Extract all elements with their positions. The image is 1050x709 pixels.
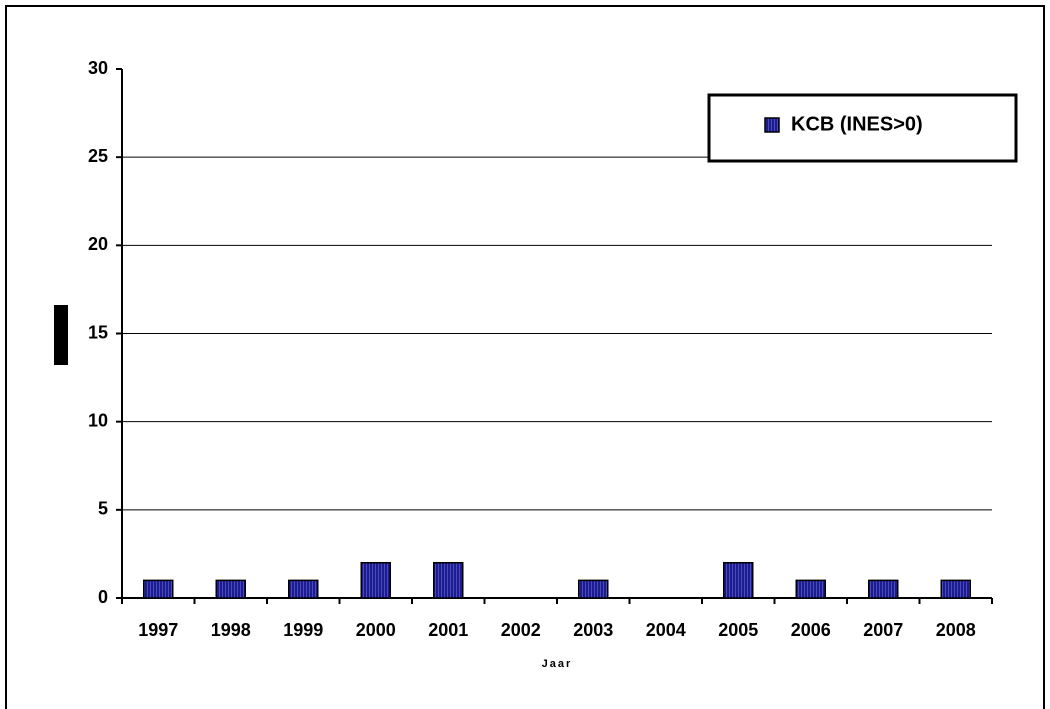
y-tick-label: 20 [88,234,108,254]
x-tick-label: 1998 [211,620,251,640]
x-tick-label: 2006 [791,620,831,640]
legend-swatch [764,117,780,133]
bar [288,579,319,599]
y-tick-label: 30 [88,58,108,78]
x-tick-label: 2005 [718,620,758,640]
x-tick-label: 2000 [356,620,396,640]
x-tick-label: 2001 [428,620,468,640]
bar [940,579,971,599]
legend-box [707,93,1018,163]
bar [578,579,609,599]
x-tick-label: 2007 [863,620,903,640]
bar [795,579,826,599]
x-tick-label: 1997 [138,620,178,640]
x-tick-label: 1999 [283,620,323,640]
y-tick-label: 5 [98,499,108,519]
bar [433,561,464,599]
bar [143,579,174,599]
y-tick-label: 0 [98,587,108,607]
bar [868,579,899,599]
x-axis-label: Jaar [542,658,573,670]
y-tick-label: 10 [88,410,108,430]
y-tick-label: 15 [88,322,108,342]
bar [215,579,246,599]
x-tick-label: 2004 [646,620,686,640]
x-tick-label: 2002 [501,620,541,640]
bar [723,561,754,599]
bar [360,561,391,599]
y-tick-label: 25 [88,146,108,166]
redacted-axis-label [54,305,68,365]
legend-label: KCB (INES>0) [791,113,923,135]
x-tick-label: 2008 [936,620,976,640]
x-tick-label: 2003 [573,620,613,640]
